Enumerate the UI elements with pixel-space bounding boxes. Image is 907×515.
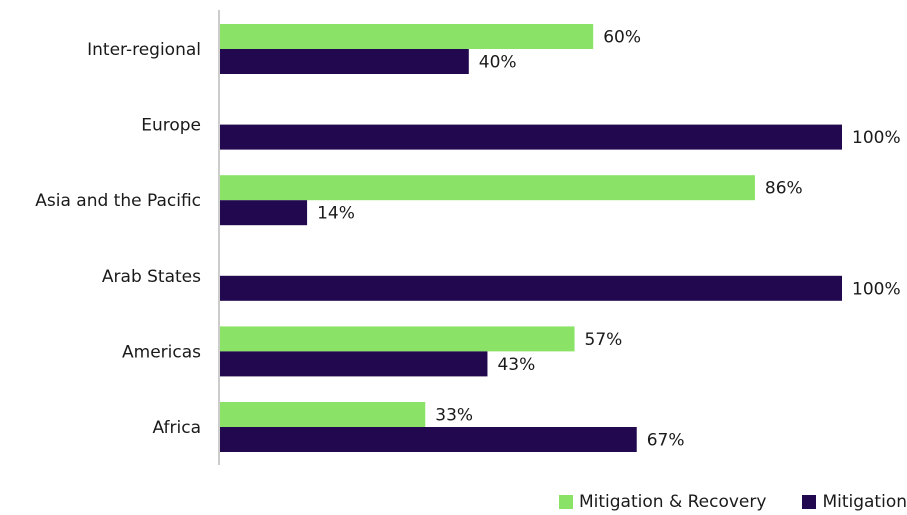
value-label-mitigation-inter-regional: 40%: [479, 53, 517, 73]
value-label-mitigation-recovery-inter-regional: 60%: [603, 28, 641, 48]
bar-mitigation-recovery-asia-and-the-pacific: [220, 175, 755, 201]
category-label-europe: Europe: [141, 116, 201, 136]
legend-label-mitigation-recovery: Mitigation & Recovery: [578, 492, 767, 512]
value-label-mitigation-recovery-africa: 33%: [435, 406, 473, 426]
value-label-mitigation-americas: 43%: [497, 355, 535, 375]
legend-item-mitigation-recovery: Mitigation & Recovery: [558, 492, 767, 512]
bar-mitigation-recovery-inter-regional: [220, 24, 594, 49]
category-label-americas: Americas: [122, 342, 201, 362]
bar-mitigation-europe: [220, 124, 842, 150]
legend-label-mitigation: Mitigation: [822, 492, 907, 512]
bar-mitigation-inter-regional: [220, 49, 469, 74]
bar-mitigation-recovery-africa: [220, 402, 426, 427]
bar-mitigation-africa: [220, 427, 637, 452]
legend: Mitigation & Recovery Mitigation: [523, 490, 907, 514]
value-label-mitigation-recovery-americas: 57%: [585, 330, 623, 350]
category-label-arab-states: Arab States: [102, 267, 201, 287]
category-label-africa: Africa: [153, 418, 202, 438]
legend-swatch-mitigation-recovery: [558, 495, 573, 509]
bar-chart: Inter-regional 60% 40% Europe 100% Asia and t…: [35, 10, 901, 465]
legend-item-mitigation: Mitigation: [802, 492, 907, 512]
category-label-inter-regional: Inter-regional: [87, 40, 201, 60]
value-label-mitigation-asia-and-the-pacific: 14%: [317, 204, 355, 224]
bar-mitigation-arab-states: [220, 275, 842, 301]
value-label-mitigation-europe: 100%: [852, 128, 901, 148]
legend-swatch-mitigation: [802, 495, 817, 509]
value-label-mitigation-africa: 67%: [647, 431, 685, 451]
bar-mitigation-americas: [220, 351, 488, 377]
bars-layer: Inter-regional 60% 40% Europe 100% Asia and t…: [35, 24, 901, 452]
bar-mitigation-asia-and-the-pacific: [220, 200, 308, 226]
value-label-mitigation-recovery-asia-and-the-pacific: 86%: [765, 179, 803, 199]
bar-mitigation-recovery-americas: [220, 326, 575, 352]
category-label-asia-and-the-pacific: Asia and the Pacific: [35, 191, 201, 211]
value-label-mitigation-arab-states: 100%: [852, 279, 901, 299]
